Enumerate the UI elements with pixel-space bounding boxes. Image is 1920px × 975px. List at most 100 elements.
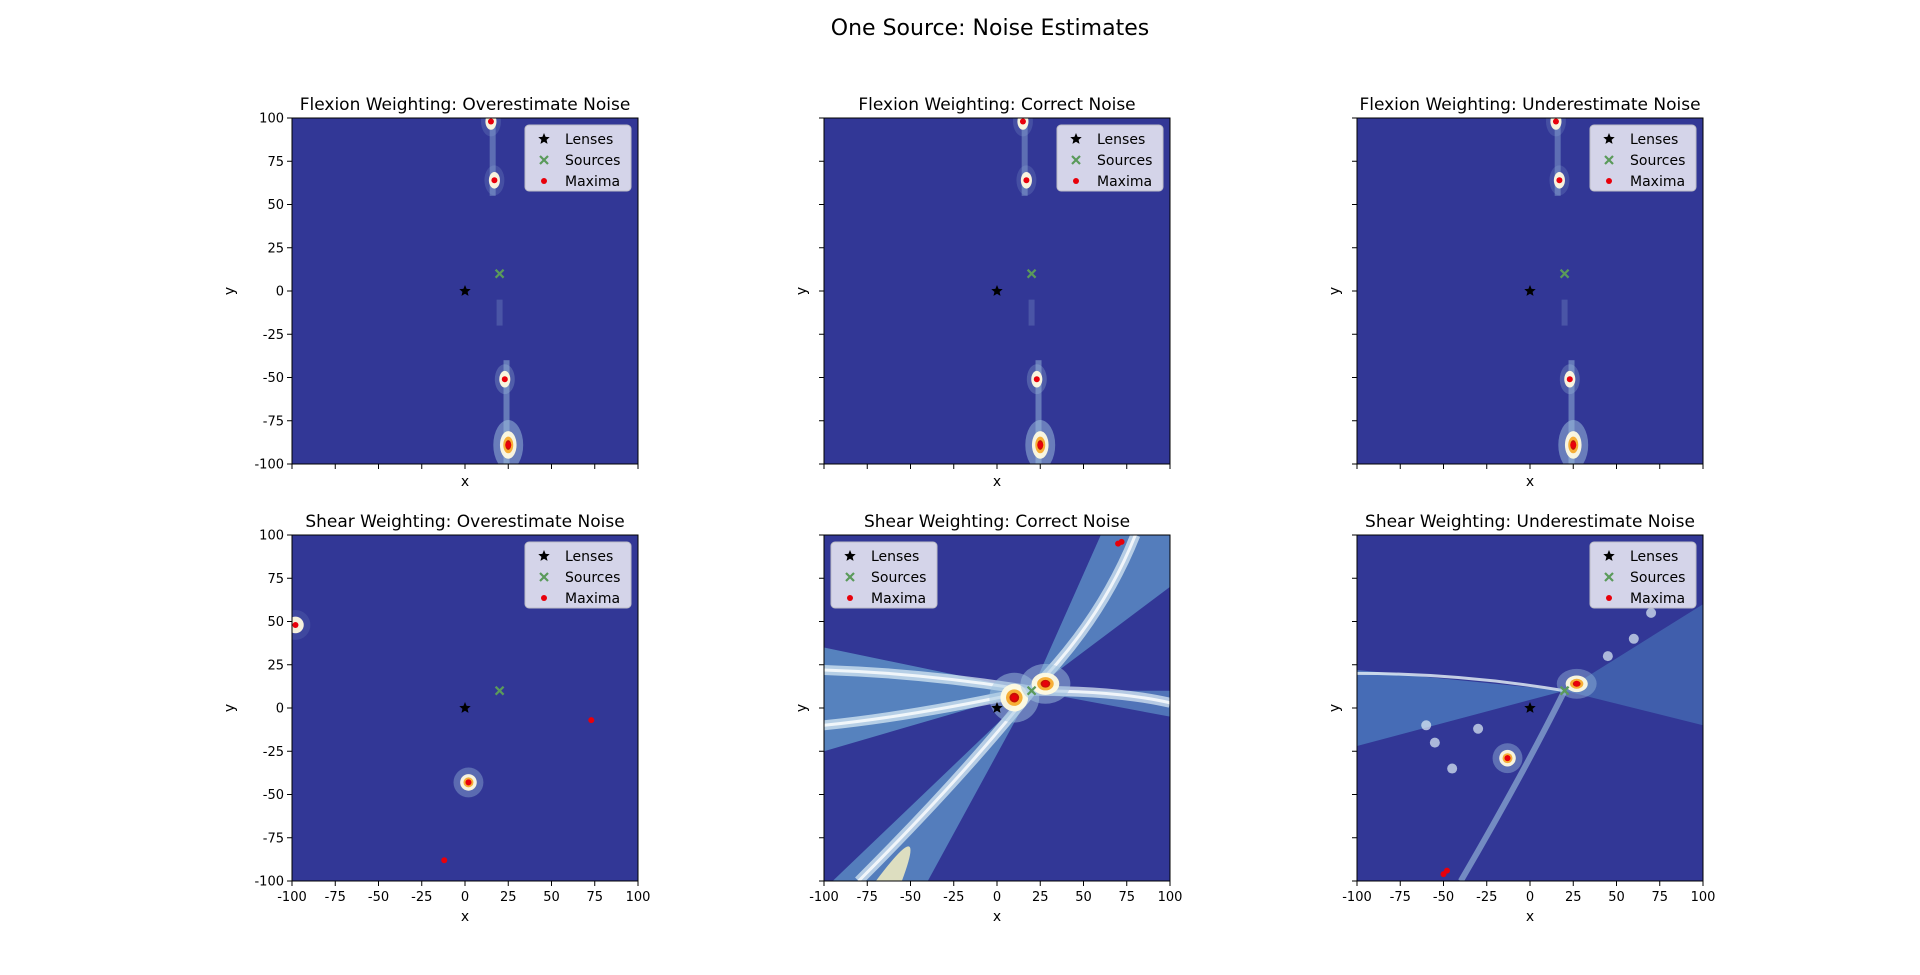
subplot-3: Flexion Weighting: Underestimate Noise x y… bbox=[1327, 95, 1704, 490]
y-axis-label: y bbox=[1327, 704, 1343, 712]
y-tick-label: 25 bbox=[267, 241, 284, 256]
lens-marker bbox=[1524, 285, 1536, 296]
y-tick-label: -50 bbox=[263, 371, 284, 386]
legend-label: Maxima bbox=[871, 591, 926, 607]
maxima-marker bbox=[1011, 694, 1018, 701]
subplot-title: Flexion Weighting: Correct Noise bbox=[858, 95, 1135, 115]
legend-label: Lenses bbox=[565, 132, 613, 148]
y-tick-label: -75 bbox=[263, 831, 284, 846]
x-tick-label: 0 bbox=[993, 890, 1001, 905]
x-tick-label: 100 bbox=[1691, 890, 1716, 905]
legend: Lenses Sources Maxima bbox=[524, 541, 632, 609]
heatmap-field bbox=[1357, 604, 1703, 881]
y-tick-label: 75 bbox=[267, 572, 284, 587]
maxima-marker bbox=[1037, 441, 1044, 448]
heatmap-lobes bbox=[1357, 604, 1703, 881]
subplot-title: Flexion Weighting: Overestimate Noise bbox=[300, 95, 631, 115]
legend: Lenses Sources Maxima bbox=[830, 541, 938, 609]
legend-maxima-icon bbox=[541, 595, 547, 601]
legend-label: Lenses bbox=[565, 549, 613, 565]
subplot-title: Flexion Weighting: Underestimate Noise bbox=[1359, 95, 1700, 115]
x-axis-label: x bbox=[1526, 909, 1534, 925]
y-axis-label: y bbox=[222, 287, 238, 295]
maxima-marker bbox=[292, 621, 299, 628]
source-marker bbox=[494, 685, 505, 696]
heatmap-streak bbox=[1561, 299, 1568, 326]
legend-label: Maxima bbox=[1097, 174, 1152, 190]
y-tick-label: -75 bbox=[263, 414, 284, 429]
legend-box bbox=[524, 124, 632, 192]
source-marker bbox=[1559, 268, 1570, 279]
x-tick-label: -100 bbox=[277, 890, 307, 905]
maxima-marker bbox=[465, 779, 472, 786]
legend-lens-icon bbox=[538, 550, 550, 561]
maxima-marker bbox=[1552, 118, 1559, 125]
y-tick-label: 25 bbox=[267, 658, 284, 673]
legend-box bbox=[830, 541, 938, 609]
maxima-marker bbox=[1504, 755, 1511, 762]
heatmap-streak bbox=[1035, 360, 1042, 464]
y-axis-label: y bbox=[1327, 287, 1343, 295]
maxima-marker bbox=[1556, 177, 1563, 184]
maxima-marker bbox=[1019, 118, 1026, 125]
lens-marker bbox=[1524, 702, 1536, 713]
x-tick-label: 100 bbox=[626, 890, 651, 905]
x-axis-label: x bbox=[993, 474, 1001, 490]
markers bbox=[991, 538, 1125, 713]
maxima-marker bbox=[441, 857, 448, 864]
legend-lens-icon bbox=[1070, 133, 1082, 144]
legend-box bbox=[1589, 541, 1697, 609]
legend-label: Maxima bbox=[565, 591, 620, 607]
x-tick-label: 75 bbox=[586, 890, 603, 905]
subplot-title: Shear Weighting: Overestimate Noise bbox=[305, 512, 624, 532]
maxima-marker bbox=[1566, 376, 1573, 383]
x-tick-label: -75 bbox=[325, 890, 346, 905]
markers bbox=[1440, 680, 1580, 878]
legend-label: Maxima bbox=[1630, 174, 1685, 190]
subplot-4: -100 -75 -50 -25 0 25 50 75 100 -100 -75 -50 -25 0 25 5… bbox=[222, 512, 650, 925]
maxima-marker bbox=[1033, 376, 1040, 383]
x-tick-label: -100 bbox=[809, 890, 839, 905]
source-marker bbox=[1026, 268, 1037, 279]
heatmap-streak bbox=[496, 299, 503, 326]
x-tick-label: 50 bbox=[1608, 890, 1625, 905]
x-tick-label: 100 bbox=[1158, 890, 1183, 905]
x-tick-label: -50 bbox=[900, 890, 921, 905]
legend-lens-icon bbox=[1603, 550, 1615, 561]
heatmap-streak bbox=[1568, 360, 1575, 464]
maxima-marker bbox=[1443, 867, 1450, 874]
maxima-marker bbox=[588, 717, 595, 724]
legend-maxima-icon bbox=[541, 178, 547, 184]
x-tick-label: 0 bbox=[1526, 890, 1534, 905]
heatmap-hotspot bbox=[292, 610, 311, 640]
x-tick-label: 50 bbox=[1075, 890, 1092, 905]
subplot-2: Flexion Weighting: Correct Noise x y Lenses… bbox=[794, 95, 1171, 490]
lens-marker bbox=[991, 285, 1003, 296]
legend: Lenses Sources Maxima bbox=[1589, 124, 1697, 192]
x-tick-label: 50 bbox=[543, 890, 560, 905]
legend-label: Lenses bbox=[1097, 132, 1145, 148]
legend-label: Lenses bbox=[871, 549, 919, 565]
markers bbox=[459, 118, 512, 448]
legend-source-icon bbox=[1604, 572, 1614, 582]
legend-lens-icon bbox=[844, 550, 856, 561]
maxima-marker bbox=[1570, 441, 1577, 448]
legend-lens-icon bbox=[1603, 133, 1615, 144]
legend: Lenses Sources Maxima bbox=[524, 124, 632, 192]
x-tick-label: -75 bbox=[1390, 890, 1411, 905]
heatmap-streak bbox=[503, 360, 510, 464]
x-tick-label: 0 bbox=[461, 890, 469, 905]
lens-marker bbox=[459, 285, 471, 296]
legend-source-icon bbox=[845, 572, 855, 582]
markers bbox=[1524, 118, 1577, 448]
legend-box bbox=[524, 541, 632, 609]
subplot-title: Shear Weighting: Correct Noise bbox=[864, 512, 1130, 532]
maxima-marker bbox=[491, 177, 498, 184]
legend-label: Sources bbox=[1630, 570, 1685, 586]
y-tick-label: 50 bbox=[267, 615, 284, 630]
x-axis-label: x bbox=[1526, 474, 1534, 490]
legend-source-icon bbox=[1071, 155, 1081, 165]
heatmap-streak bbox=[1554, 118, 1561, 196]
x-tick-label: -50 bbox=[368, 890, 389, 905]
